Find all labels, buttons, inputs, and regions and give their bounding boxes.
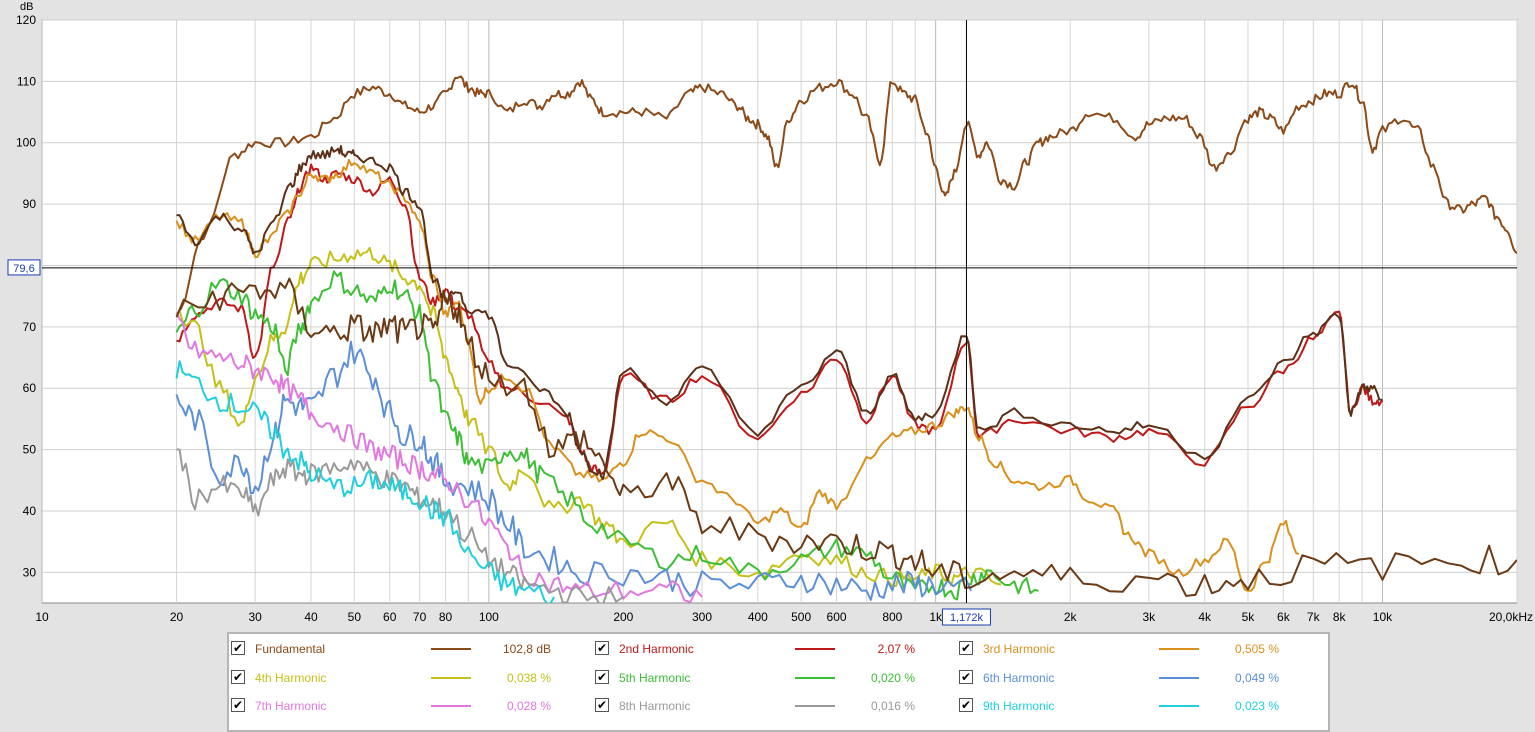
x-tick-label: 800: [882, 610, 902, 624]
x-tick-label: 7k: [1307, 610, 1321, 624]
legend-item[interactable]: ✔ Fundamental 102,8 dB: [231, 640, 571, 658]
x-tick-label: 3k: [1143, 610, 1157, 624]
legend-series-name: 6th Harmonic: [983, 671, 1055, 685]
legend-series-name: 7th Harmonic: [255, 699, 327, 713]
legend-checkbox[interactable]: ✔: [595, 670, 609, 684]
legend-value: 0,505 %: [1234, 642, 1279, 656]
legend-panel: ✔ Fundamental 102,8 dB ✔ 2nd Harmonic 2,07 % ✔…: [227, 632, 1330, 732]
thd-chart: dB 120 110 100 90 80 70 60 50 40 30 10 20 30 40 50 60 70…: [7, 1, 1533, 626]
legend-swatch: [1159, 648, 1199, 650]
legend-swatch: [1159, 677, 1199, 679]
x-tick-label: 600: [827, 610, 847, 624]
legend-value: 2,07 %: [877, 642, 915, 656]
x-tick-label: 200: [613, 610, 633, 624]
legend-item[interactable]: ✔ 6th Harmonic 0,049 %: [959, 669, 1299, 687]
legend-checkbox[interactable]: ✔: [595, 641, 609, 655]
legend-checkbox[interactable]: ✔: [959, 698, 973, 712]
cursor-y-label: 79,6: [13, 263, 34, 275]
legend-series-name: Fundamental: [255, 642, 326, 656]
legend-series-name: 2nd Harmonic: [619, 642, 694, 656]
series-line-11: [175, 277, 1517, 597]
legend-swatch: [431, 677, 471, 679]
legend-item[interactable]: ✔ 8th Harmonic 0,016 %: [595, 697, 935, 715]
x-tick-label: 40: [304, 610, 318, 624]
legend-item[interactable]: ✔ 5th Harmonic 0,020 %: [595, 669, 935, 687]
series-line-10: [176, 145, 1383, 480]
y-tick-label: 120: [16, 13, 36, 27]
legend-value: 102,8 dB: [502, 642, 551, 656]
series-lines: [175, 75, 1517, 603]
y-axis-unit: dB: [20, 1, 33, 13]
x-tick-label: 20: [170, 610, 184, 624]
series-line-3: [175, 158, 1300, 592]
y-tick-label: 50: [23, 443, 37, 457]
y-tick-label: 70: [23, 320, 37, 334]
legend-series-name: 8th Harmonic: [619, 699, 691, 713]
legend-swatch: [795, 648, 835, 650]
legend-series-name: 5th Harmonic: [619, 671, 691, 685]
series-line-4: [175, 246, 1002, 588]
x-tick-label: 10: [35, 610, 49, 624]
legend-value: 0,020 %: [870, 671, 915, 685]
legend-swatch: [795, 705, 835, 707]
legend-swatch: [431, 705, 471, 707]
x-tick-label: 8k: [1333, 610, 1347, 624]
y-tick-label: 90: [23, 197, 37, 211]
legend-value: 0,023 %: [1234, 699, 1279, 713]
x-tick-label: 70: [413, 610, 427, 624]
legend-checkbox[interactable]: ✔: [231, 670, 245, 684]
legend-checkbox[interactable]: ✔: [231, 698, 245, 712]
x-tick-label: 10k: [1373, 610, 1393, 624]
y-tick-label: 30: [23, 565, 37, 579]
x-tick-label: 400: [748, 610, 768, 624]
x-tick-label: 6k: [1277, 610, 1291, 624]
legend-swatch: [431, 648, 471, 650]
x-tick-label: 300: [692, 610, 712, 624]
y-tick-label: 60: [23, 381, 37, 395]
x-tick-label: 1k: [929, 610, 943, 624]
x-tick-label: 4k: [1198, 610, 1212, 624]
legend-checkbox[interactable]: ✔: [959, 641, 973, 655]
legend-value: 0,016 %: [870, 699, 915, 713]
legend-item[interactable]: ✔ 4th Harmonic 0,038 %: [231, 669, 571, 687]
series-line-9: [175, 360, 555, 603]
x-tick-label: 80: [439, 610, 453, 624]
y-tick-label: 110: [17, 74, 36, 88]
legend-value: 0,049 %: [1234, 671, 1279, 685]
legend-series-name: 9th Harmonic: [983, 699, 1055, 713]
legend-item[interactable]: ✔ 3rd Harmonic 0,505 %: [959, 640, 1299, 658]
x-tick-label: 30: [249, 610, 263, 624]
x-tick-label: 100: [479, 610, 499, 624]
legend-checkbox[interactable]: ✔: [959, 670, 973, 684]
legend-swatch: [795, 677, 835, 679]
x-tick-label: 20,0kHz: [1489, 610, 1533, 624]
y-tick-label: 100: [16, 136, 36, 150]
cursor-x-label: 1,172k: [950, 612, 984, 624]
x-tick-label: 50: [348, 610, 362, 624]
cursor-y-box: [7, 259, 41, 276]
legend-series-name: 3rd Harmonic: [983, 642, 1056, 656]
x-tick-label: 5k: [1242, 610, 1256, 624]
series-line-1: [175, 75, 1517, 316]
legend-checkbox[interactable]: ✔: [595, 698, 609, 712]
y-tick-label: 40: [23, 504, 37, 518]
legend-item[interactable]: ✔ 2nd Harmonic 2,07 %: [595, 640, 935, 658]
x-tick-label: 2k: [1064, 610, 1078, 624]
legend-item[interactable]: ✔ 9th Harmonic 0,023 %: [959, 697, 1299, 715]
x-tick-label: 60: [383, 610, 397, 624]
legend-swatch: [1159, 705, 1199, 707]
legend-series-name: 4th Harmonic: [255, 671, 327, 685]
legend-item[interactable]: ✔ 7th Harmonic 0,028 %: [231, 697, 571, 715]
x-tick-label: 500: [791, 610, 811, 624]
legend-value: 0,028 %: [506, 699, 551, 713]
legend-checkbox[interactable]: ✔: [231, 641, 245, 655]
cursor-x-box: [941, 608, 991, 626]
cursor[interactable]: 79,6 1,172k: [7, 20, 1517, 626]
legend-value: 0,038 %: [506, 671, 551, 685]
